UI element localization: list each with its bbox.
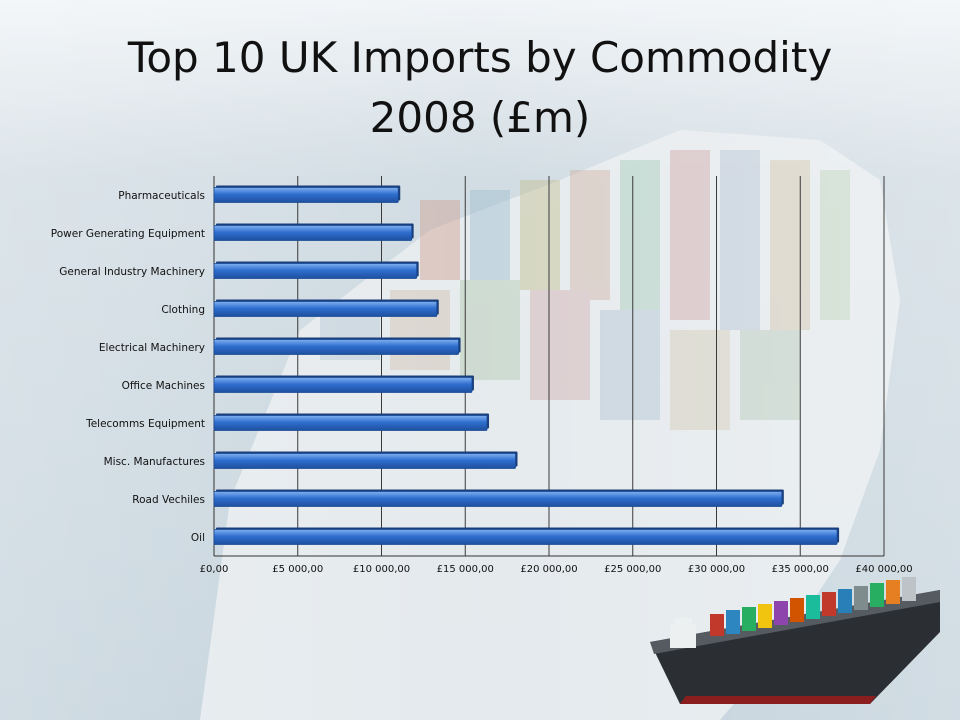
- bar-telecomms-equipment: [213, 415, 488, 431]
- x-tick-label: £20 000,00: [520, 564, 577, 575]
- bar-misc-manufactures: [213, 453, 516, 469]
- bar-office-machines: [213, 377, 473, 393]
- x-tick-label: £40 000,00: [855, 564, 912, 575]
- bar-oil: [213, 529, 838, 545]
- x-tick-label: £10 000,00: [353, 564, 410, 575]
- category-label: Road Vechiles: [132, 494, 205, 506]
- x-tick-label: £35 000,00: [772, 564, 829, 575]
- category-label: Telecomms Equipment: [85, 418, 205, 430]
- category-label: Misc. Manufactures: [104, 456, 205, 468]
- category-label: Electrical Machinery: [99, 342, 205, 354]
- container-ship-icon: [650, 577, 940, 704]
- title-line-2: 2008 (£m): [369, 93, 591, 142]
- x-tick-label: £15 000,00: [437, 564, 494, 575]
- category-label: Pharmaceuticals: [118, 190, 205, 202]
- title-line-1: Top 10 UK Imports by Commodity: [127, 33, 833, 82]
- bar-electrical-machinery: [213, 339, 459, 355]
- bar-power-generating-equipment: [213, 225, 413, 241]
- x-tick-label: £25 000,00: [604, 564, 661, 575]
- category-label: General Industry Machinery: [59, 266, 205, 278]
- category-label: Oil: [191, 532, 205, 544]
- category-label: Clothing: [161, 304, 205, 316]
- bar-pharmaceuticals: [213, 187, 399, 203]
- bar-road-vechiles: [213, 491, 783, 507]
- category-label: Power Generating Equipment: [51, 228, 205, 240]
- x-tick-label: £30 000,00: [688, 564, 745, 575]
- x-tick-label: £5 000,00: [272, 564, 323, 575]
- bar-general-industry-machinery: [213, 263, 418, 279]
- bar-clothing: [213, 301, 438, 317]
- x-tick-label: £0,00: [200, 564, 229, 575]
- slide-title: Top 10 UK Imports by Commodity 2008 (£m): [0, 28, 960, 148]
- category-label: Office Machines: [122, 380, 205, 392]
